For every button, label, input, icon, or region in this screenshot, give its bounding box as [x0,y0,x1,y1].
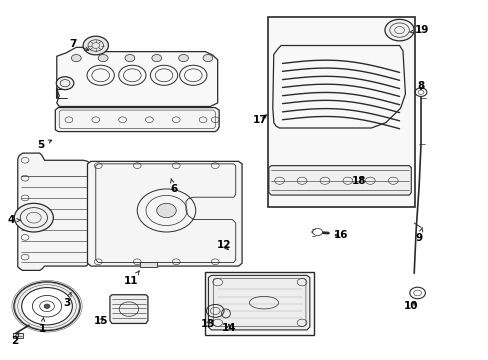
Bar [140,262,157,267]
Circle shape [152,54,161,62]
Text: 8: 8 [417,81,424,91]
Bar [204,272,314,335]
Polygon shape [57,47,217,107]
Circle shape [56,77,74,90]
Circle shape [14,203,53,232]
Text: 19: 19 [409,25,429,35]
Text: 9: 9 [415,228,422,243]
Text: 2: 2 [11,333,19,346]
Polygon shape [18,153,91,270]
Circle shape [203,54,212,62]
Polygon shape [87,161,242,266]
Polygon shape [268,166,410,195]
Polygon shape [208,275,309,330]
Circle shape [14,282,80,330]
Text: 3: 3 [63,292,71,308]
Text: 10: 10 [403,301,418,311]
Text: 17: 17 [252,115,267,125]
Text: 4: 4 [8,215,20,225]
Text: 6: 6 [170,179,177,194]
Circle shape [312,228,322,235]
Bar [267,17,414,207]
Circle shape [98,54,108,62]
Text: 15: 15 [93,316,108,325]
Text: 11: 11 [124,271,139,286]
Text: 18: 18 [351,176,366,186]
Circle shape [157,203,176,218]
Text: 14: 14 [221,323,236,333]
Circle shape [71,54,81,62]
Text: 16: 16 [333,230,347,239]
Circle shape [44,304,50,309]
Circle shape [83,36,108,55]
Circle shape [384,19,413,41]
Circle shape [21,288,72,325]
Text: 12: 12 [216,240,231,250]
Circle shape [125,54,135,62]
Text: 5: 5 [37,140,52,150]
Circle shape [178,54,188,62]
Text: 1: 1 [39,318,46,334]
Polygon shape [55,108,219,132]
Polygon shape [110,295,148,323]
Bar [13,333,22,338]
Text: 7: 7 [69,39,89,50]
Text: 13: 13 [200,319,215,329]
